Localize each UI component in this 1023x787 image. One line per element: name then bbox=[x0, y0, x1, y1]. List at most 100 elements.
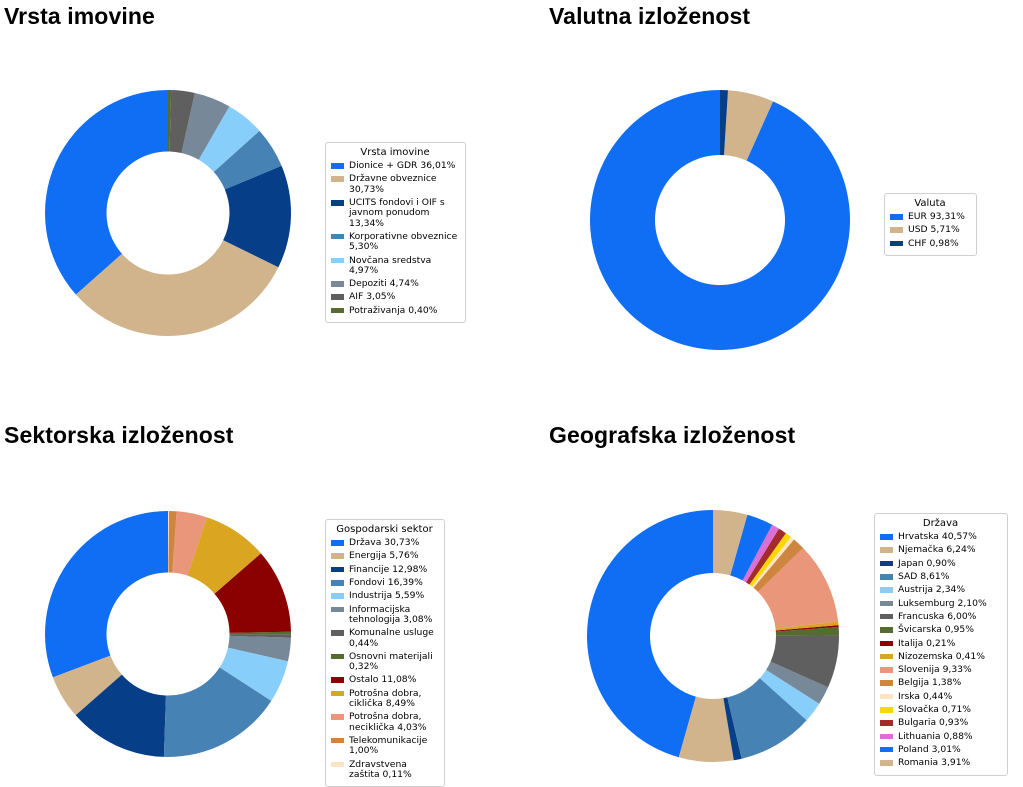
legend-entry: Zdravstvena zaštita 0,11% bbox=[331, 759, 438, 781]
sektorska-izlozenost-slice-potrosna-dobra-neciklicka-4-03 bbox=[172, 511, 208, 576]
legend-swatch bbox=[331, 714, 344, 720]
sektorska-izlozenost-slice-drzava-30-73 bbox=[45, 511, 168, 678]
legend-entry: Hrvatska 40,57% bbox=[880, 531, 1001, 542]
geografska-izlozenost-slice-francuska-6-00 bbox=[770, 635, 839, 688]
sektorska-izlozenost-slice-telekomunikacije-1-00 bbox=[168, 511, 177, 573]
legend-swatch bbox=[880, 640, 893, 647]
valutna-izlozenost-slice-usd-5-71 bbox=[723, 90, 774, 161]
legend-entry: Dionice + GDR 36,01% bbox=[331, 160, 459, 171]
legend-swatch bbox=[331, 163, 344, 169]
legend-label: Lithuania 0,88% bbox=[898, 730, 973, 742]
sektorska-izlozenost-slice-fondovi-16-39 bbox=[163, 667, 272, 757]
legend-label: Informacijska tehnologija 3,08% bbox=[349, 603, 433, 625]
legend-label: EUR 93,31% bbox=[908, 211, 965, 223]
legend-entry: EUR 93,31% bbox=[890, 211, 970, 223]
legend-label: Austrija 2,34% bbox=[898, 584, 966, 596]
legend-swatch bbox=[331, 630, 344, 636]
legend-entry: Belgija 1,38% bbox=[880, 678, 1001, 688]
vrsta-imovine-slice-korporativne-obveznice-5-30 bbox=[213, 130, 282, 190]
sektorska-izlozenost-slice-ostalo-11-08 bbox=[214, 553, 291, 633]
sektorska-izlozenost-slice-osnovni-materijali-0-32 bbox=[229, 631, 291, 635]
geografska-izlozenost-slice-nizozemska-0-41 bbox=[775, 621, 839, 631]
legend-label: CHF 0,98% bbox=[908, 237, 959, 249]
legend-swatch bbox=[331, 540, 344, 546]
legend-label: Švicarska 0,95% bbox=[898, 624, 974, 636]
vrsta-imovine-slice-ucits-fondovi-i-oif-s-javnom-ponudom-13-34 bbox=[223, 165, 291, 268]
legend-entry: Potraživanja 0,40% bbox=[331, 305, 459, 316]
legend-label: Italija 0,21% bbox=[898, 637, 956, 649]
valutna-izlozenost-legend: Valuta EUR 93,31% USD 5,71% CHF 0,98% bbox=[884, 193, 977, 257]
legend-swatch bbox=[880, 746, 893, 753]
legend-swatch bbox=[331, 761, 344, 768]
legend-label: UCITS fondovi i OIF s javnom ponudom 13,… bbox=[349, 197, 445, 229]
legend-label: Francuska 6,00% bbox=[898, 610, 977, 622]
legend-entry: Financije 12,98% bbox=[331, 564, 438, 575]
vrsta-imovine-donut-chart bbox=[45, 90, 291, 336]
legend-label: Bulgaria 0,93% bbox=[898, 717, 969, 729]
legend-swatch bbox=[880, 760, 893, 766]
legend-title: Država bbox=[922, 518, 959, 529]
legend-entry: Energija 5,76% bbox=[331, 551, 438, 561]
legend-swatch bbox=[331, 593, 344, 599]
sektorska-izlozenost-legend: Gospodarski sektor Država 30,73% Energija … bbox=[325, 519, 445, 787]
geografska-izlozenost-legend: Država Hrvatska 40,57% Njemačka 6,24% Japan… bbox=[874, 513, 1008, 776]
legend-swatch bbox=[331, 737, 344, 744]
legend-entry: CHF 0,98% bbox=[890, 237, 970, 249]
legend-swatch bbox=[331, 553, 344, 559]
vrsta-imovine-legend: Vrsta imovine Dionice + GDR 36,01% Državne… bbox=[325, 142, 466, 324]
legend-label: Ostalo 11,08% bbox=[349, 674, 417, 686]
legend-swatch bbox=[880, 574, 893, 580]
legend-swatch bbox=[880, 707, 893, 713]
legend-swatch bbox=[880, 693, 893, 700]
legend-label: Novčana sredstva 4,97% bbox=[349, 254, 432, 276]
legend-swatch bbox=[331, 653, 344, 660]
legend-swatch bbox=[331, 176, 344, 182]
sektorska-izlozenost-slice-financije-12-98 bbox=[75, 674, 166, 757]
legend-swatch bbox=[880, 587, 893, 593]
legend-swatch bbox=[331, 606, 344, 613]
legend-entry: Potrošna dobra, neciklička 4,03% bbox=[331, 712, 438, 733]
legend-label: Fondovi 16,39% bbox=[349, 577, 423, 589]
valutna-izlozenost-donut-chart bbox=[590, 90, 850, 350]
legend-label: Njemačka 6,24% bbox=[898, 544, 976, 556]
legend-entry: SAD 8,61% bbox=[880, 571, 1001, 582]
legend-swatch bbox=[890, 214, 903, 220]
legend-swatch bbox=[880, 547, 893, 553]
geografska-izlozenost-slice-lithuania-0-88 bbox=[742, 524, 779, 583]
legend-swatch bbox=[331, 233, 344, 240]
sektorska-izlozenost-slice-industrija-5-59 bbox=[219, 647, 288, 701]
geografska-izlozenost-title: Geografska izloženost bbox=[549, 422, 796, 448]
legend-swatch bbox=[890, 227, 903, 233]
legend-label: Država 30,73% bbox=[349, 537, 420, 549]
legend-entry: AIF 3,05% bbox=[331, 292, 459, 302]
legend-label: Romania 3,91% bbox=[898, 757, 971, 769]
geografska-izlozenost-slice-japan-0-90 bbox=[723, 697, 742, 761]
legend-entry: Francuska 6,00% bbox=[880, 610, 1001, 622]
legend-entry: Korporativne obveznice 5,30% bbox=[331, 231, 459, 253]
geografska-izlozenost-slice-austrija-2-34 bbox=[759, 669, 820, 721]
legend-title: Vrsta imovine bbox=[360, 147, 430, 158]
legend-swatch bbox=[880, 600, 893, 607]
sektorska-izlozenost-slice-komunalne-usluge-0-44 bbox=[229, 634, 291, 638]
valutna-izlozenost-slice-chf-0-98 bbox=[720, 90, 728, 156]
legend-entry: Državne obveznice 30,73% bbox=[331, 174, 459, 195]
legend-swatch bbox=[331, 294, 344, 300]
legend-swatch bbox=[331, 281, 344, 287]
legend-swatch bbox=[880, 627, 893, 633]
geografska-izlozenost-slice-sad-8-61 bbox=[727, 678, 807, 759]
legend-label: Komunalne usluge 0,44% bbox=[349, 627, 434, 649]
geografska-izlozenost-slice-irska-0-44 bbox=[751, 537, 794, 588]
sektorska-izlozenost-title: Sektorska izloženost bbox=[4, 422, 234, 448]
legend-label: Energija 5,76% bbox=[349, 550, 419, 562]
legend-swatch bbox=[880, 534, 893, 540]
legend-entry: Depoziti 4,74% bbox=[331, 278, 459, 289]
legend-label: Slovačka 0,71% bbox=[898, 704, 972, 716]
legend-entry: Slovenija 9,33% bbox=[880, 664, 1001, 675]
legend-swatch bbox=[331, 580, 344, 586]
valutna-izlozenost-title: Valutna izloženost bbox=[549, 3, 751, 29]
geografska-izlozenost-slice-luksemburg-2-10 bbox=[766, 661, 829, 704]
legend-swatch bbox=[880, 653, 893, 660]
vrsta-imovine-slice-potrazivanja-0-40 bbox=[168, 90, 172, 152]
geografska-izlozenost-slice-svicarska-0-95 bbox=[775, 626, 839, 636]
legend-entry: Novčana sredstva 4,97% bbox=[331, 254, 459, 277]
